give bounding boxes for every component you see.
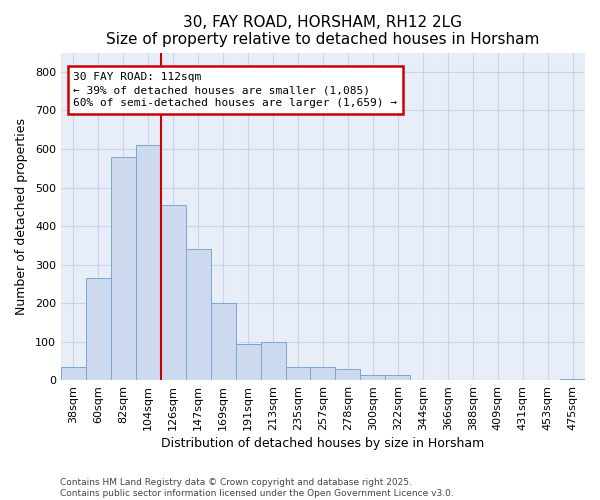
Bar <box>361 376 385 380</box>
Bar <box>161 205 186 380</box>
Bar <box>385 376 410 380</box>
Title: 30, FAY ROAD, HORSHAM, RH12 2LG
Size of property relative to detached houses in : 30, FAY ROAD, HORSHAM, RH12 2LG Size of … <box>106 15 539 48</box>
X-axis label: Distribution of detached houses by size in Horsham: Distribution of detached houses by size … <box>161 437 485 450</box>
Bar <box>211 303 236 380</box>
Bar <box>236 344 260 380</box>
Bar <box>61 366 86 380</box>
Bar <box>260 342 286 380</box>
Text: 30 FAY ROAD: 112sqm
← 39% of detached houses are smaller (1,085)
60% of semi-det: 30 FAY ROAD: 112sqm ← 39% of detached ho… <box>73 72 397 108</box>
Bar <box>136 145 161 380</box>
Y-axis label: Number of detached properties: Number of detached properties <box>15 118 28 315</box>
Bar <box>335 368 361 380</box>
Text: Contains HM Land Registry data © Crown copyright and database right 2025.
Contai: Contains HM Land Registry data © Crown c… <box>60 478 454 498</box>
Bar <box>111 156 136 380</box>
Bar <box>310 368 335 380</box>
Bar <box>560 379 585 380</box>
Bar <box>186 249 211 380</box>
Bar <box>286 366 310 380</box>
Bar <box>86 278 111 380</box>
